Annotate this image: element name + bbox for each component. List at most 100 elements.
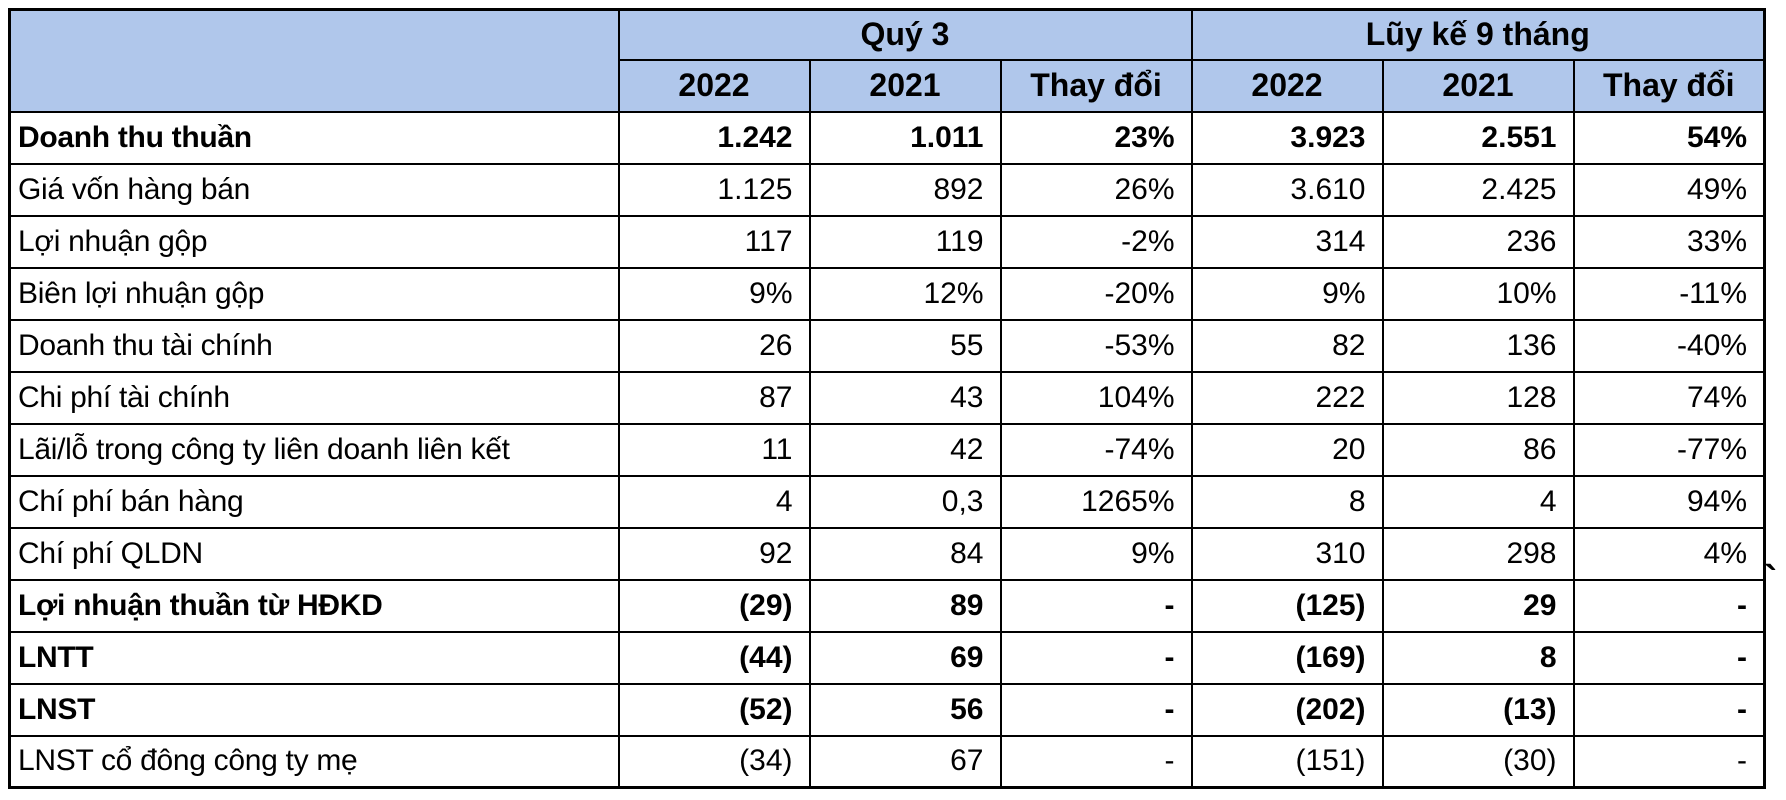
cell-value: (44) [617,630,811,685]
cell-value: 0,3 [808,474,1002,529]
cell-value: -2% [999,214,1193,269]
cell-value: 54% [1572,110,1766,165]
row-label: Chí phí QLDN [8,526,620,581]
cell-value: - [999,578,1193,633]
table-row: Lợi nhuận gộp 117 119 -2% 314 236 33% [8,214,1766,269]
row-label: LNST [8,682,620,737]
header-quarter-group: Quý 3 [617,8,1193,61]
header-ytd-change: Thay đổi [1572,58,1766,113]
header-ytd-2021: 2021 [1381,58,1575,113]
cell-value: 33% [1572,214,1766,269]
table-header: Quý 3 Lũy kế 9 tháng 2022 2021 Thay đổi … [8,8,1766,113]
cell-value: 12% [808,266,1002,321]
cell-value: 84 [808,526,1002,581]
row-label: LNST cổ đông công ty mẹ [8,734,620,789]
cell-value: 82 [1190,318,1384,373]
table-row: LNST (52) 56- (202) (13) - [8,682,1766,737]
cell-value: -77% [1572,422,1766,477]
cell-value: - [999,630,1193,685]
cell-value: (29) [617,578,811,633]
header-sub-row: 2022 2021 Thay đổi 2022 2021 Thay đổi [10,58,1766,113]
cell-value: 69 [808,630,1002,685]
row-label: Lợi nhuận thuần từ HĐKD [8,578,620,633]
row-label: Doanh thu tài chính [8,318,620,373]
table-row: Giá vốn hàng bán 1.125 892 26% 3.610 2.425 49% [8,162,1766,217]
cell-value: 89 [808,578,1002,633]
cell-value: 892 [808,162,1002,217]
cell-value: - [1572,630,1766,685]
cell-value: 1.242 [617,110,811,165]
cell-value: 2.425 [1381,162,1575,217]
cell-value: 9% [617,266,811,321]
cell-value: 23% [999,110,1193,165]
cell-value: 9% [1190,266,1384,321]
cell-value: 1.125 [617,162,811,217]
cell-value: 136 [1381,318,1575,373]
cell-value: 43 [808,370,1002,425]
cell-value: 29 [1381,578,1575,633]
header-ytd-2022: 2022 [1190,58,1384,113]
cell-value: 42 [808,422,1002,477]
table-row: Chí phí QLDN 92 84 9% 310 298 4% [8,526,1766,581]
row-label: Chi phí tài chính [8,370,620,425]
cell-value: 56 [808,682,1002,737]
cell-value: (169) [1190,630,1384,685]
table-row: Lãi/lỗ trong công ty liên doanh liên kết… [8,422,1766,477]
table-row: Doanh thu tài chính 26 55 -53% 82 136 -40% [8,318,1766,373]
cell-value: 9% [999,526,1193,581]
cell-value: (13) [1381,682,1575,737]
cell-value: 87 [617,370,811,425]
cell-value: (125) [1190,578,1384,633]
row-label: Lãi/lỗ trong công ty liên doanh liên kết [8,422,620,477]
financial-table: Quý 3 Lũy kế 9 tháng 2022 2021 Thay đổi … [8,8,1766,789]
cell-value: 49% [1572,162,1766,217]
cell-value: (34) [617,734,811,789]
header-q3-2022: 2022 [617,58,811,113]
cell-value: 94% [1572,474,1766,529]
table-row: Chi phí tài chính 87 43 104% 222 128 74% [8,370,1766,425]
row-label: LNTT [8,630,620,685]
row-label: Biên lợi nhuận gộp [8,266,620,321]
cell-value: 119 [808,214,1002,269]
cell-value: 314 [1190,214,1384,269]
cell-value: (202) [1190,682,1384,737]
cell-value: - [1572,734,1766,789]
row-label: Doanh thu thuần [8,110,620,165]
cell-value: 74% [1572,370,1766,425]
cell-value: (151) [1190,734,1384,789]
cell-value: - [1572,682,1766,737]
cell-value: 2.551 [1381,110,1575,165]
cell-value: 10% [1381,266,1575,321]
cell-value: 26% [999,162,1193,217]
cell-value: 1.011 [808,110,1002,165]
cell-value: 55 [808,318,1002,373]
cell-value: 222 [1190,370,1384,425]
cell-value: 128 [1381,370,1575,425]
cell-value: - [999,682,1193,737]
table-row: Chí phí bán hàng 4 0,3 1265% 8 4 94% [8,474,1766,529]
cell-value: 8 [1381,630,1575,685]
cell-value: -53% [999,318,1193,373]
header-q3-2021: 2021 [808,58,1002,113]
table-row: Biên lợi nhuận gộp 9% 12% -20% 9% 10% -11% [8,266,1766,321]
header-corner-cell [8,8,620,113]
row-label: Giá vốn hàng bán [8,162,620,217]
cell-value: 3.610 [1190,162,1384,217]
cell-value: (52) [617,682,811,737]
row-label: Chí phí bán hàng [8,474,620,529]
cell-value: 4 [617,474,811,529]
cell-value: 310 [1190,526,1384,581]
row-label: Lợi nhuận gộp [8,214,620,269]
cell-value: 104% [999,370,1193,425]
cell-value: -74% [999,422,1193,477]
cell-value: 86 [1381,422,1575,477]
cell-value: 67 [808,734,1002,789]
cell-value: -40% [1572,318,1766,373]
table-row: LNTT (44) 69- (169) 8- [8,630,1766,685]
cell-value: 117 [617,214,811,269]
cell-value: 26 [617,318,811,373]
cell-value: 11 [617,422,811,477]
stray-backtick-mark: ` [1764,558,1778,602]
cell-value: - [999,734,1193,789]
